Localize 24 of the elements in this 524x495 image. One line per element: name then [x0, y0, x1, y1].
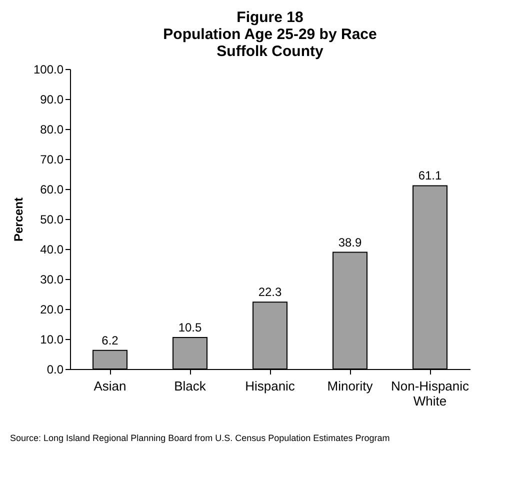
y-tick-label: 30.0	[40, 272, 64, 286]
y-tick-label: 20.0	[40, 302, 64, 316]
y-tick-label: 90.0	[40, 92, 64, 106]
data-label: 10.5	[178, 320, 202, 334]
source-note: Source: Long Island Regional Planning Board from U.S. Census Population Estimates Program	[10, 433, 390, 443]
y-tick-label: 100.0	[33, 62, 64, 76]
y-tick-label: 80.0	[40, 122, 64, 136]
data-label: 22.3	[258, 285, 282, 300]
y-tick-label: 0.0	[46, 362, 64, 376]
y-tick-label: 60.0	[40, 182, 64, 196]
x-tick-label: Non-Hispanic White	[390, 378, 470, 408]
x-tick-label: Hispanic	[245, 378, 296, 394]
data-label: 6.2	[102, 333, 119, 348]
data-label: 61.1	[418, 168, 442, 183]
x-tick-label: Black	[174, 378, 206, 394]
y-axis-title: Percent	[11, 197, 26, 242]
data-label: 38.9	[338, 235, 362, 250]
y-tick-label: 70.0	[40, 152, 64, 166]
y-tick-label: 10.0	[40, 332, 64, 346]
y-tick-label: 40.0	[40, 242, 64, 256]
x-tick-label: Asian	[94, 378, 126, 394]
chart-title: Figure 18 Population Age 25-29 by Race Suffolk County	[163, 9, 377, 60]
y-tick-label: 50.0	[40, 212, 64, 226]
x-tick-label: Minority	[327, 378, 374, 394]
